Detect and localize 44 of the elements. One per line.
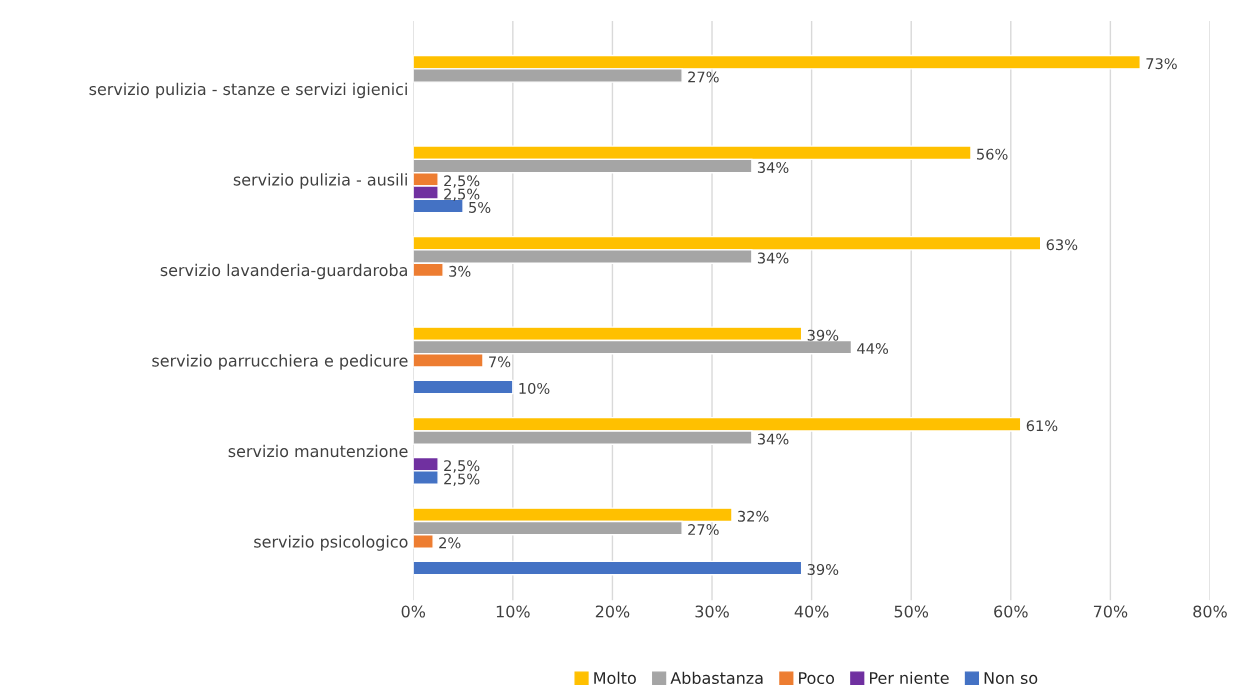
data-label: 7% — [489, 356, 511, 368]
data-label: 5% — [469, 201, 491, 213]
legend-label: Molto — [594, 671, 636, 685]
data-label: 2,5% — [444, 473, 480, 486]
y-tick-label: servizio psicologico — [254, 535, 408, 551]
data-label: 32% — [738, 510, 769, 522]
legend-label: Poco — [799, 672, 835, 685]
legend-label: Per niente — [870, 671, 949, 685]
data-label: 63% — [1046, 239, 1078, 251]
data-label: 27% — [688, 524, 719, 536]
data-label: 56% — [977, 148, 1008, 160]
x-tick-label: 20% — [595, 605, 630, 618]
y-tick-label: servizio pulizia - ausili — [233, 173, 407, 189]
x-tick-label: 0% — [401, 605, 426, 618]
data-label: 2,5% — [444, 188, 480, 202]
data-label: 39% — [807, 329, 839, 341]
data-label: 3% — [449, 265, 471, 277]
data-label: 2,5% — [444, 460, 480, 473]
bar — [413, 379, 514, 395]
y-tick-label: servizio parrucchiera e pedicure — [152, 354, 408, 370]
y-tick-label: servizio manutenzione — [228, 444, 408, 458]
x-tick-label: 70% — [1093, 605, 1128, 618]
data-label: 10% — [519, 382, 550, 394]
y-tick-label: servizio lavanderia-guardaroba — [160, 263, 407, 280]
x-tick-label: 50% — [894, 605, 929, 618]
data-label: 44% — [857, 343, 889, 355]
x-tick-label: 10% — [496, 605, 530, 618]
data-label: 2% — [439, 537, 461, 549]
x-tick-label: 60% — [994, 605, 1028, 618]
x-tick-label: 80% — [1193, 605, 1227, 618]
data-label: 2,5% — [444, 175, 480, 188]
legend-label: Non so — [984, 672, 1038, 685]
data-label: 34% — [757, 433, 789, 445]
x-tick-label: 40% — [794, 605, 829, 618]
y-tick-label: servizio pulizia - stanze e servizi igienici — [89, 82, 407, 99]
data-label: 34% — [757, 252, 789, 264]
bar — [413, 560, 803, 576]
x-tick-label: 30% — [695, 605, 729, 618]
legend-label: Abbastanza — [670, 671, 763, 685]
data-label: 61% — [1026, 420, 1058, 432]
data-label: 34% — [757, 161, 789, 173]
data-label: 27% — [688, 71, 719, 83]
data-label: 73% — [1146, 58, 1177, 70]
data-label: 39% — [807, 563, 839, 575]
